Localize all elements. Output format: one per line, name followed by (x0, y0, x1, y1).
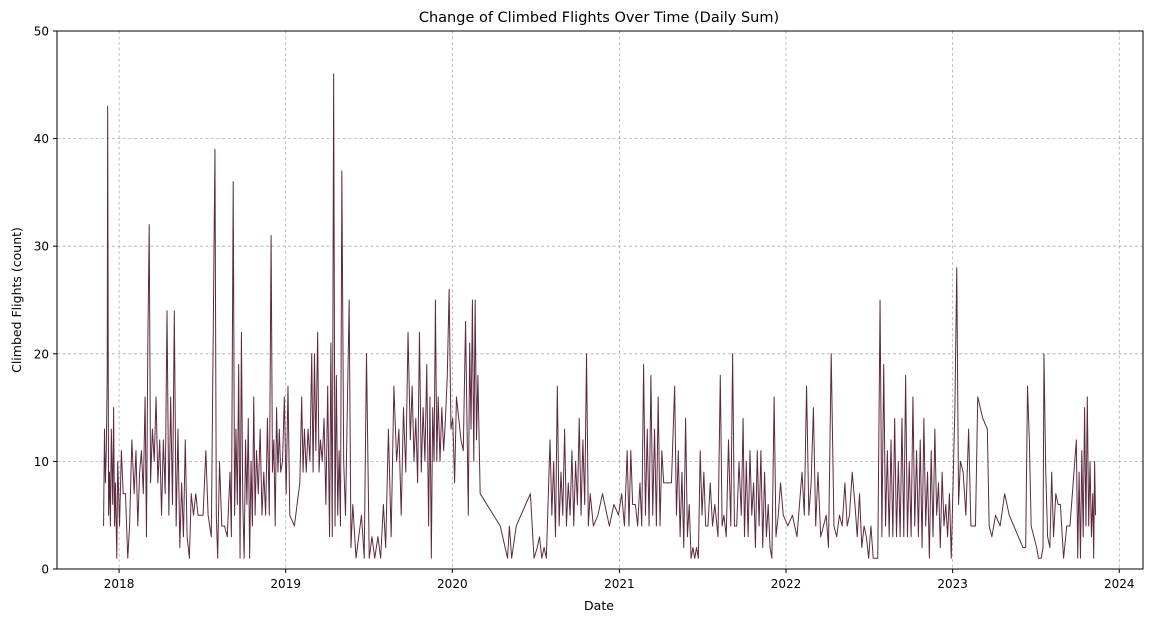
y-axis-label: Climbed Flights (count) (9, 227, 24, 373)
plot-frame (56, 30, 1144, 570)
y-tick-label: 0 (41, 563, 49, 577)
x-tick-label: 2023 (937, 577, 968, 591)
y-tick-label: 10 (34, 455, 49, 469)
y-tick-label: 50 (34, 25, 49, 39)
x-axis: 2018 2019 2020 2021 2022 2023 2024 (104, 569, 1135, 591)
chart-title: Change of Climbed Flights Over Time (Dai… (419, 10, 779, 26)
x-tick-label: 2019 (270, 577, 301, 591)
daily-flights-line (103, 73, 1097, 559)
x-tick-label: 2021 (604, 577, 635, 591)
y-tick-label: 40 (34, 132, 49, 146)
y-tick-label: 30 (34, 240, 49, 254)
x-axis-label: Date (584, 598, 614, 613)
x-tick-label: 2024 (1104, 577, 1135, 591)
y-tick-label: 20 (34, 347, 49, 361)
series-layer (103, 73, 1097, 559)
x-tick-label: 2018 (104, 577, 135, 591)
y-axis: 0 10 20 30 40 50 (34, 25, 57, 577)
x-tick-label: 2022 (771, 577, 802, 591)
x-tick-label: 2020 (437, 577, 468, 591)
grid-lines (57, 30, 1143, 570)
